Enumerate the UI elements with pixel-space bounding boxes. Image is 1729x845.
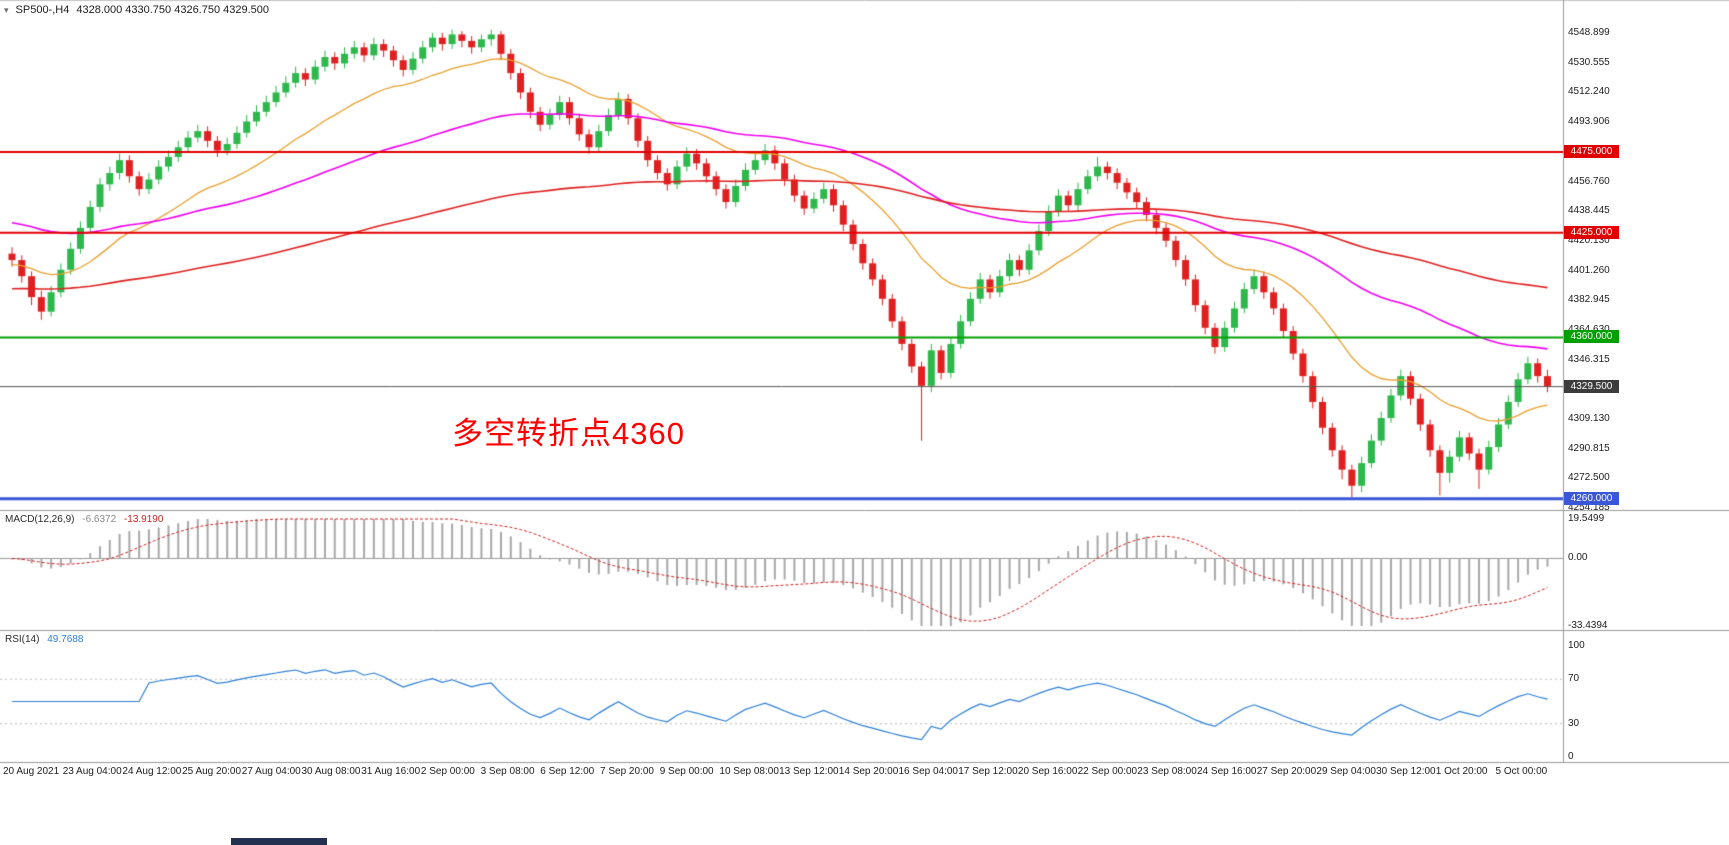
price-axis-label: 4272.500 xyxy=(1568,472,1610,484)
time-axis-label: 17 Sep 12:00 xyxy=(958,766,1018,777)
macd-axis-label: 19.5499 xyxy=(1568,513,1605,524)
price-axis-label: 4420.130 xyxy=(1568,234,1610,246)
price-axis-label: 4512.240 xyxy=(1568,86,1610,98)
time-axis-label: 24 Sep 16:00 xyxy=(1197,766,1257,777)
time-axis-label: 22 Sep 00:00 xyxy=(1077,766,1138,777)
hline-price-badge: 4475.000 xyxy=(1564,145,1619,159)
time-axis-label: 24 Aug 12:00 xyxy=(122,766,182,777)
price-axis-label: 4493.906 xyxy=(1568,115,1610,127)
price-axis-label: 4309.130 xyxy=(1568,413,1610,425)
time-axis-label: 7 Sep 20:00 xyxy=(600,766,654,777)
macd-indicator-label: MACD(12,26,9) -6.6372 -13.9190 xyxy=(5,514,163,525)
rsi-indicator-label: RSI(14) 49.7688 xyxy=(5,634,83,645)
time-axis-label: 31 Aug 16:00 xyxy=(361,766,421,777)
rsi-axis-label: 30 xyxy=(1568,717,1580,729)
time-axis-label: 20 Sep 16:00 xyxy=(1017,766,1078,777)
macd-name: MACD(12,26,9) xyxy=(5,514,75,525)
chart-annotation-text[interactable]: 多空转折点4360 xyxy=(452,416,685,451)
macd-signal-value: -13.9190 xyxy=(123,514,164,525)
price-axis-label: 4254.185 xyxy=(1568,502,1610,513)
time-axis-label: 10 Sep 08:00 xyxy=(719,766,779,777)
time-axis-label: 27 Aug 04:00 xyxy=(241,766,301,777)
price-axis-label: 4456.760 xyxy=(1568,175,1610,187)
time-axis-label: 9 Sep 00:00 xyxy=(659,766,714,777)
time-axis-label: 1 Oct 20:00 xyxy=(1435,766,1488,777)
time-axis-label: 30 Sep 12:00 xyxy=(1376,766,1436,777)
ohlc-quote-label: 4328.000 4330.750 4326.750 4329.500 xyxy=(76,4,270,16)
time-axis-label: 3 Sep 08:00 xyxy=(480,766,535,777)
time-axis-label: 30 Aug 08:00 xyxy=(301,766,361,777)
hline-price-badge: 4360.000 xyxy=(1564,330,1619,344)
rsi-axis-label: 70 xyxy=(1568,673,1580,685)
hline-price-badge: 4425.000 xyxy=(1564,225,1619,239)
time-axis-label: 16 Sep 04:00 xyxy=(898,766,959,777)
rsi-axis-label: 0 xyxy=(1568,751,1574,762)
time-axis-label: 14 Sep 20:00 xyxy=(838,766,899,777)
time-axis-label: 23 Aug 04:00 xyxy=(62,766,122,777)
price-axis-label: 4438.445 xyxy=(1568,205,1610,217)
time-axis-label: 25 Aug 20:00 xyxy=(182,766,242,777)
time-axis-label: 2 Sep 00:00 xyxy=(420,766,475,777)
price-axis-label: 4401.260 xyxy=(1568,264,1610,276)
rsi-axis-label: 100 xyxy=(1568,640,1585,651)
time-axis-label: 5 Oct 00:00 xyxy=(1495,766,1548,777)
collapse-arrow-icon[interactable]: ▾ xyxy=(4,5,9,15)
macd-axis-label: -33.4394 xyxy=(1568,620,1608,631)
hline-price-badge: 4260.000 xyxy=(1564,491,1619,505)
price-axis-label: 4346.315 xyxy=(1568,353,1610,365)
time-axis-label: 23 Sep 08:00 xyxy=(1137,766,1197,777)
symbol-period-label: SP500-,H4 xyxy=(15,4,70,16)
macd-axis-label: 0.00 xyxy=(1568,552,1588,564)
time-axis-label: 29 Sep 04:00 xyxy=(1316,766,1376,777)
price-axis-label: 4290.815 xyxy=(1568,442,1610,454)
rsi-value: 49.7688 xyxy=(47,634,84,645)
time-axis-label: 6 Sep 12:00 xyxy=(540,766,595,777)
chart-title: ▾ SP500-,H4 4328.000 4330.750 4326.750 4… xyxy=(4,4,269,16)
current-price-badge: 4329.500 xyxy=(1564,379,1619,393)
rsi-name: RSI(14) xyxy=(5,634,40,645)
price-axis-label: 4364.630 xyxy=(1568,324,1610,335)
time-axis-label: 13 Sep 12:00 xyxy=(779,766,839,777)
time-axis-label: 20 Aug 2021 xyxy=(3,766,60,777)
taskbar-fragment[interactable] xyxy=(231,838,327,845)
price-axis-label: 4382.945 xyxy=(1568,294,1610,306)
price-axis-label: 4548.899 xyxy=(1568,27,1610,38)
price-axis-label: 4530.555 xyxy=(1568,56,1610,68)
macd-main-value: -6.6372 xyxy=(82,514,117,525)
time-axis-label: 27 Sep 20:00 xyxy=(1256,766,1317,777)
